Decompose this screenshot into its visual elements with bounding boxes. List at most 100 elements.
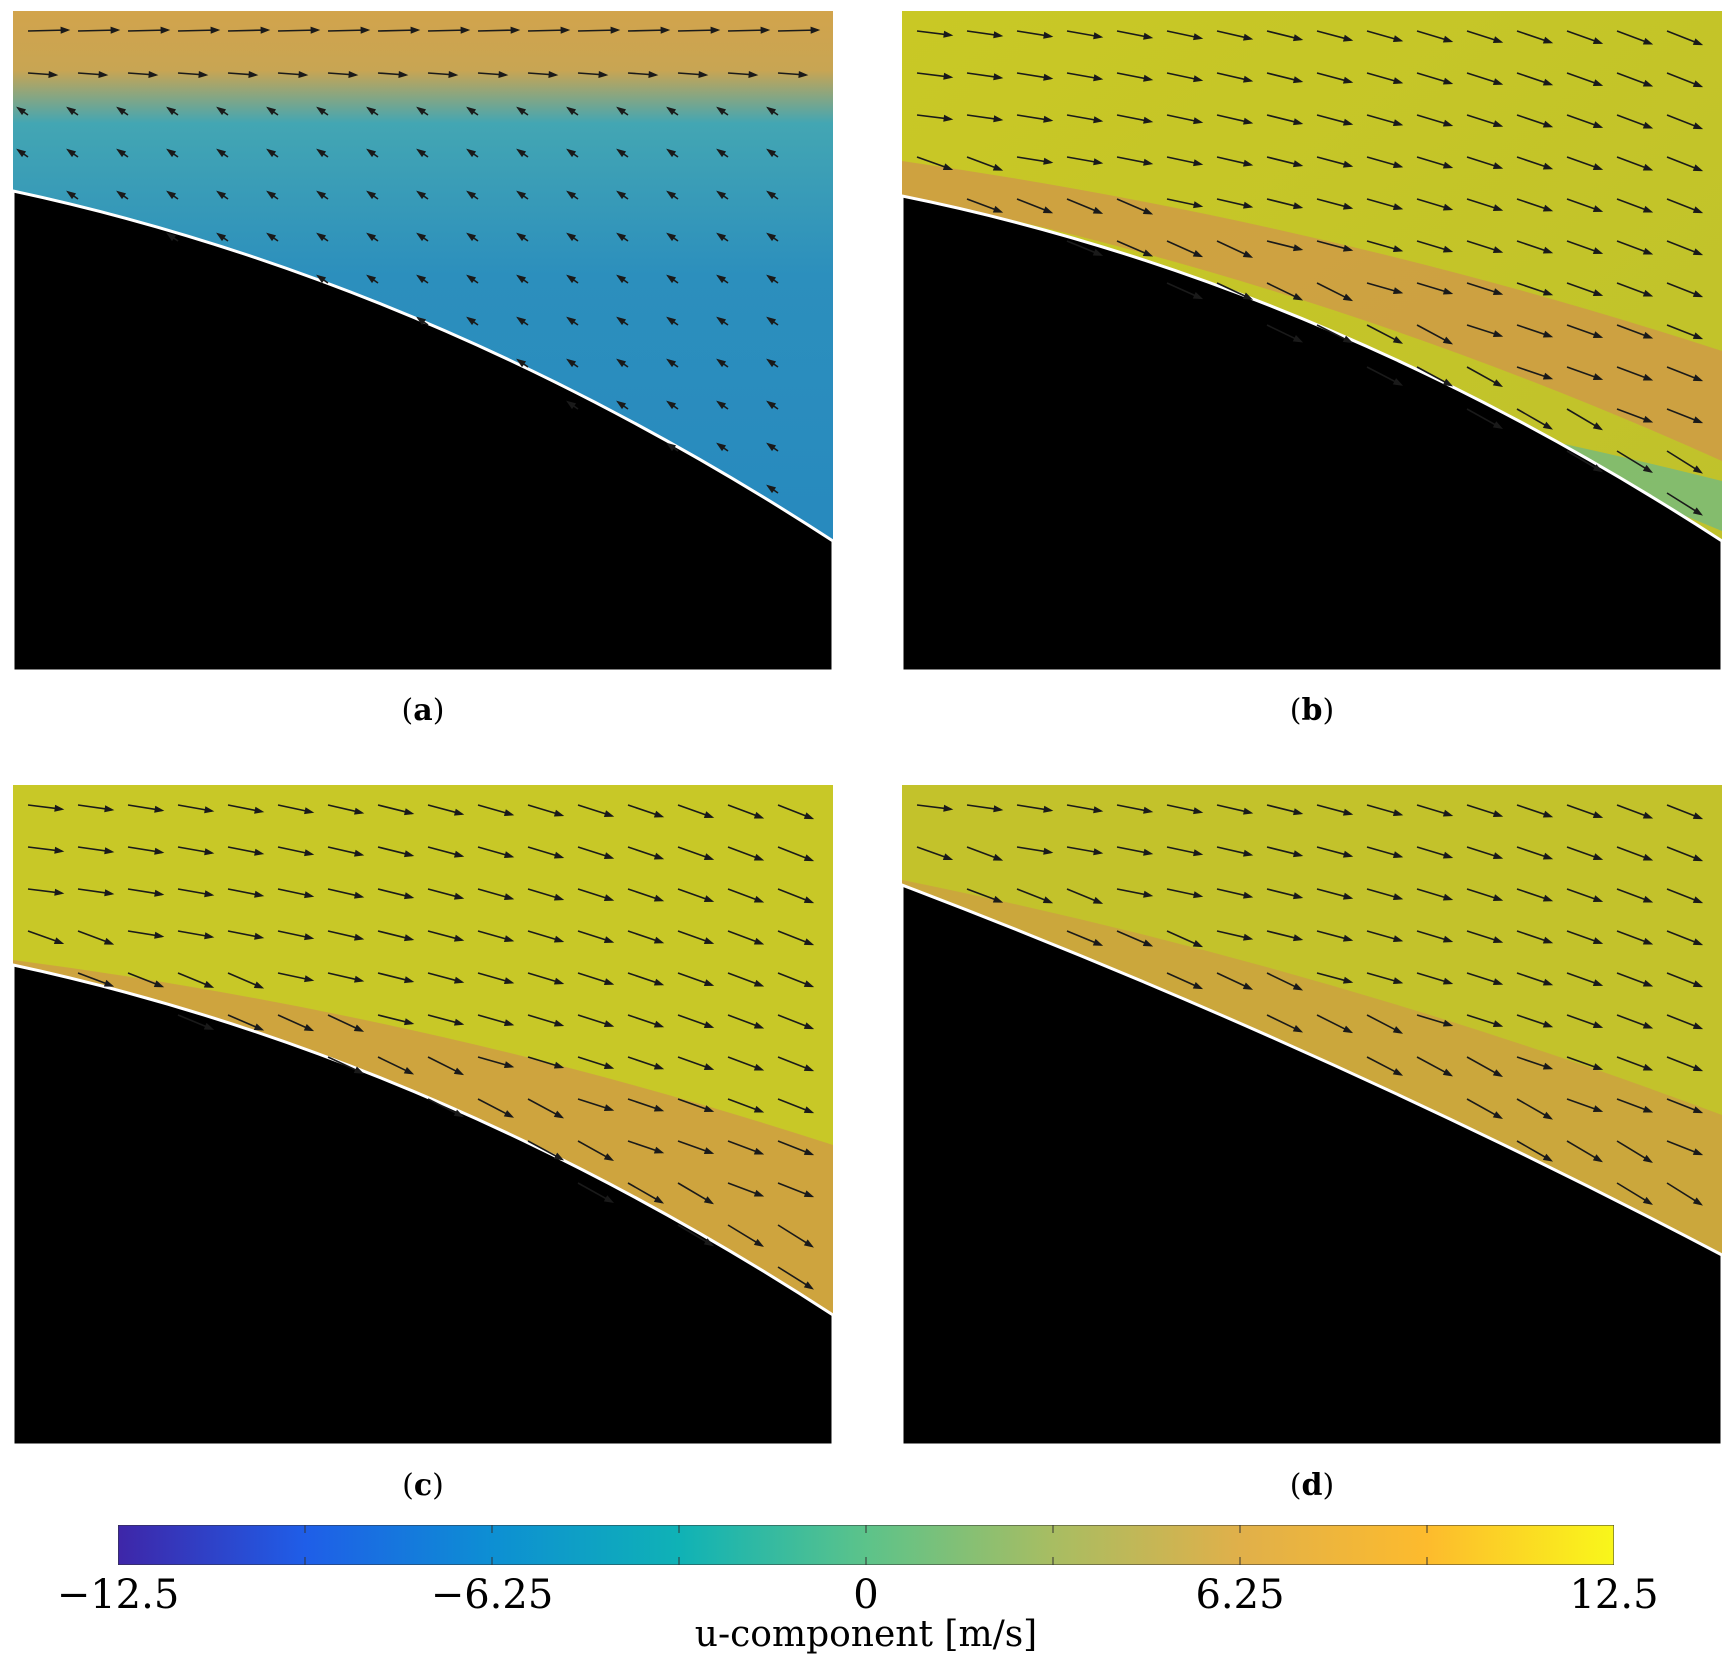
vector-arrowhead — [216, 106, 227, 116]
vector-arrowhead — [416, 232, 427, 242]
vector-arrowhead — [448, 70, 459, 79]
vector-arrowhead — [1542, 330, 1554, 338]
vector-arrowhead — [943, 114, 954, 122]
vector-arrowhead — [753, 853, 765, 861]
vector-arrowhead — [653, 852, 665, 860]
vector-arrowhead — [253, 1023, 265, 1031]
vector-arrowhead — [66, 190, 77, 200]
vector-arrowhead — [166, 232, 177, 242]
vector-arrowhead — [1592, 289, 1604, 296]
vector-arrowhead — [510, 26, 521, 34]
vector-arrowhead — [1043, 805, 1054, 813]
vector-arrowhead — [993, 115, 1004, 123]
vector-arrowhead — [1642, 121, 1654, 129]
vector-arrowhead — [1342, 335, 1354, 344]
panel-d — [902, 785, 1722, 1445]
vector-arrowhead — [1642, 464, 1653, 473]
vector-arrowhead — [1193, 849, 1204, 857]
vector-arrowhead — [1342, 202, 1354, 210]
vector-arrowhead — [1093, 116, 1104, 124]
vector-arrowhead — [716, 400, 727, 410]
vector-arrowhead — [1692, 290, 1704, 298]
vector-arrowhead — [1392, 977, 1404, 985]
vector-arrowhead — [1392, 161, 1404, 169]
vector-arrowhead — [1592, 853, 1604, 860]
vector-arrowhead — [1193, 117, 1204, 125]
vector-arrowhead — [703, 895, 715, 902]
vector-arrowhead — [366, 232, 377, 242]
vector-arrowhead — [304, 849, 315, 857]
vector-arrowhead — [1143, 116, 1154, 124]
vector-arrowhead — [516, 274, 527, 284]
vector-arrowhead — [304, 933, 315, 941]
vector-arrowhead — [1692, 374, 1704, 382]
vector-arrowhead — [1143, 890, 1154, 898]
vector-arrowhead — [1592, 373, 1604, 380]
vector-arrowhead — [54, 846, 65, 854]
vector-arrowhead — [1692, 507, 1703, 516]
vector-arrowhead — [1642, 1196, 1653, 1205]
vector-arrowhead — [416, 106, 427, 116]
vector-arrowhead — [1092, 248, 1104, 256]
vector-arrowhead — [1243, 117, 1254, 125]
vector-arrowhead — [1542, 372, 1554, 380]
vector-arrowhead — [566, 232, 577, 242]
vector-arrowhead — [1292, 118, 1304, 126]
vector-arrowhead — [766, 106, 777, 116]
vector-arrowhead — [1093, 806, 1104, 814]
vector-arrowhead — [653, 810, 665, 818]
vector-arrowhead — [1243, 75, 1254, 83]
vector-arrowhead — [1542, 288, 1554, 296]
vector-arrowhead — [216, 232, 227, 242]
vector-arrowhead — [1592, 1105, 1604, 1112]
vector-arrowhead — [1392, 245, 1404, 253]
vector-arrowhead — [1692, 1106, 1704, 1114]
vector-arrowhead — [1642, 1154, 1653, 1163]
vector-arrowhead — [566, 400, 577, 410]
vector-arrowhead — [943, 804, 954, 812]
vector-arrowhead — [766, 232, 777, 242]
vector-arrowhead — [616, 316, 627, 326]
vector-arrowhead — [60, 26, 71, 34]
vector-arrowhead — [248, 70, 259, 79]
vector-arrowhead — [803, 896, 815, 904]
vector-arrowhead — [766, 358, 777, 368]
vector-arrowhead — [16, 106, 27, 116]
vector-arrowhead — [1192, 939, 1204, 948]
vector-arrowhead — [1442, 161, 1454, 169]
vector-arrowhead — [203, 980, 215, 988]
vector-arrowhead — [503, 1110, 515, 1118]
vector-arrowhead — [1692, 1148, 1704, 1156]
vector-arrowhead — [1392, 77, 1404, 85]
vector-arrowhead — [803, 938, 815, 946]
vector-arrowhead — [1292, 808, 1304, 816]
vector-arrowhead — [666, 358, 677, 368]
vector-arrowhead — [1592, 79, 1604, 86]
vector-arrowhead — [648, 70, 659, 79]
vector-arrowhead — [1242, 982, 1254, 990]
vector-arrowhead — [316, 274, 327, 284]
vector-arrowhead — [1342, 850, 1354, 858]
panel-d-plot — [902, 785, 1722, 1445]
vector-arrowhead — [943, 72, 954, 80]
vector-arrowhead — [1592, 979, 1604, 986]
vector-arrowhead — [104, 889, 115, 897]
vector-arrowhead — [703, 1196, 715, 1205]
vector-arrowhead — [703, 937, 715, 944]
vector-arrowhead — [803, 1281, 814, 1290]
vector-arrowhead — [1692, 332, 1704, 340]
vector-arrowhead — [1642, 373, 1654, 381]
vector-arrowhead — [766, 484, 777, 494]
vector-arrowhead — [1592, 811, 1604, 818]
vector-arrowhead — [1292, 934, 1304, 942]
vector-arrowhead — [1342, 76, 1354, 84]
vector-arrowhead — [498, 70, 509, 79]
vector-arrowhead — [166, 106, 177, 116]
vector-arrowhead — [1342, 118, 1354, 126]
vector-arrowhead — [304, 975, 315, 983]
vector-arrowhead — [1592, 464, 1604, 473]
vector-arrowhead — [353, 1024, 365, 1032]
vector-arrowhead — [466, 190, 477, 200]
vector-arrowhead — [1292, 244, 1304, 252]
vector-arrowhead — [1042, 206, 1054, 214]
